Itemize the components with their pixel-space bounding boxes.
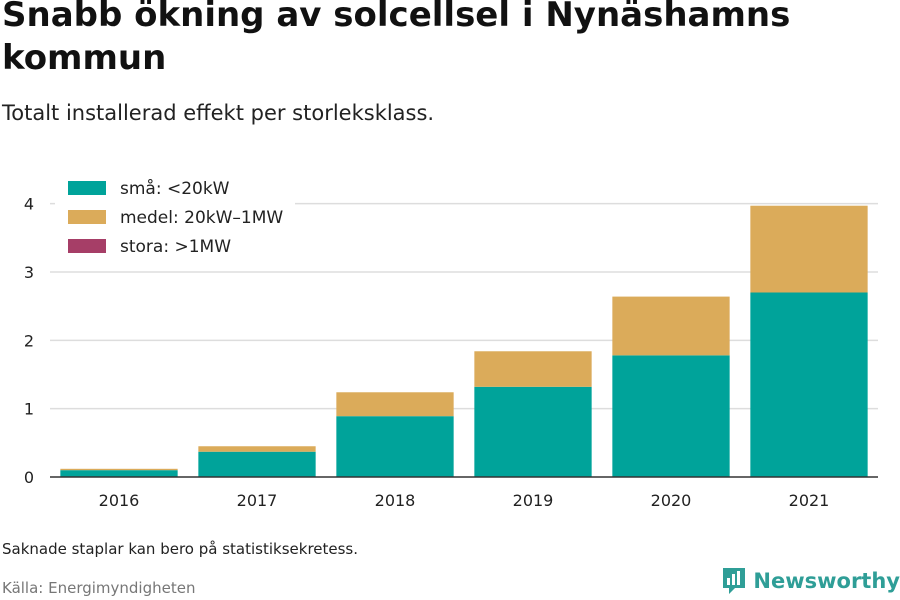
y-tick-label: 2 [24, 331, 34, 350]
bar-segment [474, 351, 592, 387]
brand-name: Newsworthy [753, 569, 900, 593]
bars [60, 205, 868, 477]
source-text: Källa: Energimyndigheten [2, 579, 196, 597]
bar-segment [612, 296, 730, 356]
bar-segment [60, 468, 178, 471]
legend-swatch [68, 239, 106, 253]
legend-label: stora: >1MW [120, 237, 231, 257]
bar-segment [612, 355, 730, 477]
x-tick-label: 2020 [651, 491, 692, 510]
y-axis-ticks: 0 1 2 3 4 [24, 195, 34, 487]
footnote: Saknade staplar kan bero på statistiksek… [2, 540, 359, 558]
newsworthy-logo-icon [723, 568, 746, 594]
bar-segment [750, 205, 868, 293]
bar-segment [336, 392, 454, 417]
legend: små: <20kW medel: 20kW–1MW stora: >1MW [55, 174, 295, 262]
x-tick-label: 2016 [99, 491, 140, 510]
bar-chart: 0 1 2 3 4 2016 2017 2018 2019 2020 2021 små: <20k… [23, 174, 878, 510]
legend-label: små: <20kW [120, 178, 230, 199]
bar-segment [336, 416, 454, 477]
y-tick-label: 3 [24, 263, 34, 282]
y-tick-label: 4 [24, 195, 34, 214]
brand-logo: Newsworthy [721, 566, 900, 596]
bar-segment [750, 292, 868, 477]
chart-subtitle: Totalt installerad effekt per storlekskl… [2, 101, 435, 125]
x-axis-ticks: 2016 2017 2018 2019 2020 2021 [99, 491, 830, 510]
chart-title: Snabb ökning av solcellsel i Nynäshamns … [2, 0, 791, 78]
bar-segment [198, 451, 316, 477]
legend-label: medel: 20kW–1MW [120, 208, 283, 228]
x-tick-label: 2021 [789, 491, 830, 510]
legend-swatch [68, 210, 106, 224]
legend-swatch [68, 181, 106, 195]
bar-segment [474, 386, 592, 477]
x-tick-label: 2018 [375, 491, 416, 510]
y-tick-label: 0 [24, 468, 34, 487]
y-tick-label: 1 [24, 400, 34, 419]
bar-segment [198, 446, 316, 452]
x-tick-label: 2019 [513, 491, 554, 510]
x-tick-label: 2017 [237, 491, 278, 510]
bar-segment [60, 470, 178, 477]
